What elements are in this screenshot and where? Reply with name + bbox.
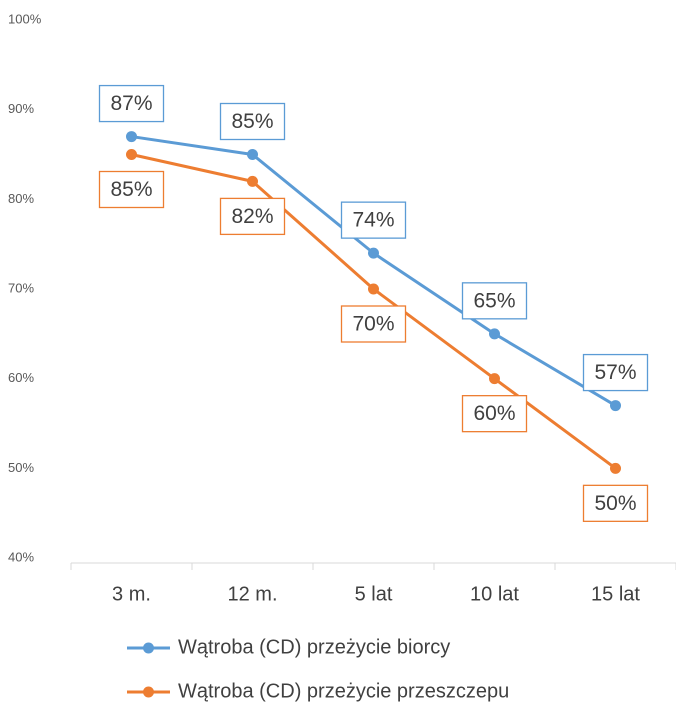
data-point bbox=[368, 247, 379, 259]
y-tick-label: 90% bbox=[8, 101, 34, 116]
data-label-box bbox=[461, 395, 528, 433]
y-tick-label: 70% bbox=[8, 280, 34, 295]
data-label-box bbox=[340, 201, 407, 239]
x-tick-label: 3 m. bbox=[112, 583, 151, 605]
data-point bbox=[489, 328, 500, 340]
data-label-box bbox=[98, 84, 165, 123]
y-tick-label: 40% bbox=[8, 549, 34, 564]
x-tick-label: 12 m. bbox=[227, 583, 277, 605]
data-label: 50% bbox=[594, 492, 636, 515]
data-label: 82% bbox=[231, 205, 273, 228]
y-tick-label: 60% bbox=[8, 370, 34, 385]
data-point bbox=[489, 373, 500, 385]
y-tick-label: 80% bbox=[8, 191, 34, 206]
data-label: 85% bbox=[231, 110, 273, 133]
data-point bbox=[247, 149, 258, 160]
data-label-box bbox=[219, 197, 286, 236]
data-label-box bbox=[98, 170, 165, 209]
legend-marker bbox=[143, 642, 154, 654]
data-label: 87% bbox=[110, 92, 152, 115]
x-tick-label: 15 lat bbox=[591, 583, 640, 605]
data-point bbox=[126, 131, 137, 143]
data-point bbox=[126, 149, 137, 160]
data-point bbox=[368, 283, 379, 295]
data-label-box bbox=[461, 282, 528, 320]
data-label: 60% bbox=[473, 402, 515, 425]
data-label-box bbox=[219, 102, 286, 141]
y-tick-label: 50% bbox=[8, 460, 34, 475]
data-label-box bbox=[582, 484, 649, 522]
data-label: 74% bbox=[352, 209, 394, 232]
data-label-box bbox=[340, 305, 407, 343]
y-tick-label: 100% bbox=[8, 11, 42, 26]
data-label: 85% bbox=[110, 178, 152, 201]
data-label: 65% bbox=[473, 289, 515, 312]
legend-label: Wątroba (CD) przeżycie przeszczepu bbox=[178, 680, 509, 702]
series-line bbox=[131, 135, 617, 407]
x-tick-label: 5 lat bbox=[355, 583, 393, 605]
data-label: 70% bbox=[352, 313, 394, 336]
x-tick-label: 10 lat bbox=[470, 583, 519, 605]
data-point bbox=[247, 175, 258, 187]
data-point bbox=[610, 400, 621, 412]
data-label-box bbox=[582, 353, 649, 392]
legend-marker bbox=[143, 686, 154, 698]
data-label: 57% bbox=[594, 361, 636, 384]
data-point bbox=[610, 462, 621, 474]
legend-label: Wątroba (CD) przeżycie biorcy bbox=[178, 636, 450, 658]
